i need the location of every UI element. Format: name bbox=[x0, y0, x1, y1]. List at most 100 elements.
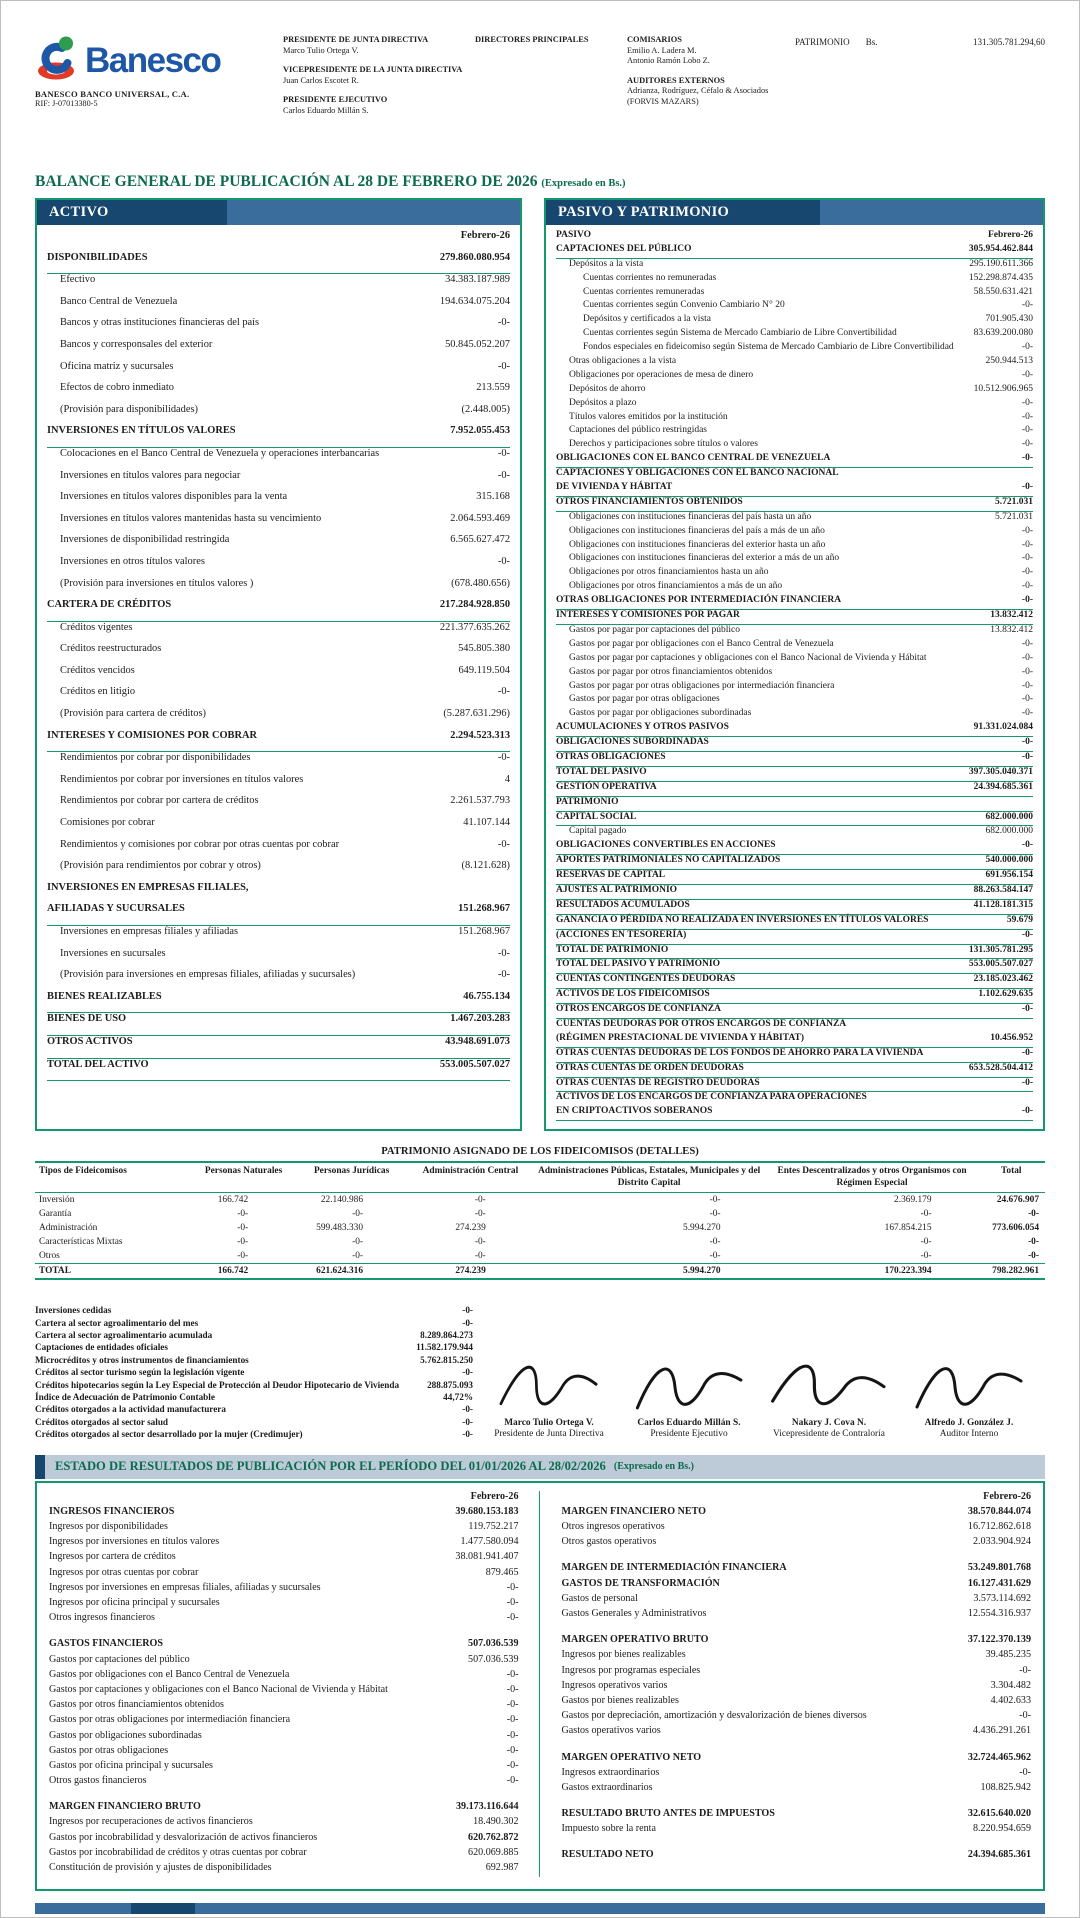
balance-row: (Provisión para disponibilidades) (2.448… bbox=[47, 404, 510, 426]
comisarios-title: COMISARIOS bbox=[627, 35, 682, 44]
balance-row: Gastos por pagar por captaciones del púb… bbox=[556, 625, 1033, 639]
row-value: 131.305.781.295 bbox=[968, 944, 1033, 955]
balance-row: Oficina matriz y sucursales -0- bbox=[47, 361, 510, 383]
estado-row: Gastos por incobrabilidad y desvalorizac… bbox=[49, 1832, 519, 1847]
balance-row: Gastos por pagar por obligaciones subord… bbox=[556, 708, 1033, 722]
row-value: 217.284.928.850 bbox=[439, 599, 511, 611]
row-label: Créditos vencidos bbox=[60, 664, 135, 676]
memo-label: Créditos al sector turismo según la legi… bbox=[35, 1367, 245, 1378]
row-label: OTRAS CUENTAS DEUDORAS DE LOS FONDOS DE … bbox=[556, 1047, 924, 1058]
estado-row bbox=[562, 1741, 1032, 1752]
row-value: 39.680.153.183 bbox=[455, 1505, 519, 1517]
estado-row: MARGEN DE INTERMEDIACIÓN FINANCIERA 53.2… bbox=[562, 1562, 1032, 1577]
row-value: -0- bbox=[506, 1714, 519, 1726]
row-label: TOTAL DEL PASIVO Y PATRIMONIO bbox=[556, 959, 720, 970]
row-value: 24.394.685.361 bbox=[973, 781, 1033, 792]
row-value: -0- bbox=[1021, 425, 1033, 436]
total-value: 798.282.961 bbox=[992, 1266, 1039, 1277]
row-value: (8.121.628) bbox=[461, 860, 511, 872]
balance-row: Gastos por pagar por otras obligaciones … bbox=[556, 681, 1033, 695]
row-label: Inversiones en otros títulos valores bbox=[60, 555, 205, 567]
row-value: -0- bbox=[506, 1744, 519, 1756]
cell-value: 5.994.270 bbox=[683, 1223, 721, 1234]
cell-value: 2.369.179 bbox=[894, 1195, 932, 1206]
balance-row: Gastos por pagar por otros financiamient… bbox=[556, 667, 1033, 681]
row-label: DISPONIBILIDADES bbox=[47, 251, 148, 263]
row-label: RESERVAS DE CAPITAL bbox=[556, 870, 666, 881]
row-label: (RÉGIMEN PRESTACIONAL DE VIVIENDA Y HÁBI… bbox=[556, 1032, 805, 1043]
row-label: Constitución de provisión y ajustes de d… bbox=[49, 1862, 272, 1873]
row-value: 24.394.685.361 bbox=[967, 1849, 1031, 1861]
estado-row: Gastos extraordinarios 108.825.942 bbox=[562, 1782, 1032, 1797]
estado-title-note: (Expresado en Bs.) bbox=[613, 1461, 694, 1473]
balance-row: Captaciones del público restringidas -0- bbox=[556, 425, 1033, 439]
row-label: Obligaciones con instituciones financier… bbox=[569, 511, 812, 522]
row-label: DE VIVIENDA Y HÁBITAT bbox=[556, 482, 673, 493]
memo-row: Créditos otorgados al sector salud -0- bbox=[35, 1416, 473, 1428]
balance-row: CAPITAL SOCIAL 682.000.000 bbox=[556, 812, 1033, 827]
fideicomisos-title: PATRIMONIO ASIGNADO DE LOS FIDEICOMISOS … bbox=[381, 1146, 699, 1158]
row-label: Bancos y otras instituciones financieras… bbox=[60, 317, 260, 329]
estado-row bbox=[49, 1790, 519, 1801]
balance-title-text: BALANCE GENERAL DE PUBLICACIÓN AL 28 DE … bbox=[35, 173, 538, 190]
signature-block: Carlos Eduardo Millán S. Presidente Ejec… bbox=[622, 1356, 756, 1441]
row-label: CUENTAS CONTINGENTES DEUDORAS bbox=[556, 974, 736, 985]
row-label: (ACCIONES EN TESORERÍA) bbox=[556, 929, 687, 940]
row-label: Ingresos por oficina principal y sucursa… bbox=[49, 1597, 220, 1608]
row-label: Gastos por pagar por captaciones y oblig… bbox=[569, 652, 927, 663]
balance-row: OTRAS OBLIGACIONES -0- bbox=[556, 752, 1033, 767]
row-label: Inversiones en títulos valores mantenida… bbox=[60, 512, 322, 524]
memo-value: 11.582.179.944 bbox=[416, 1342, 473, 1353]
row-label: Ingresos por recuperaciones de activos f… bbox=[49, 1816, 253, 1828]
cell-label: Inversión bbox=[39, 1195, 75, 1206]
row-value: Febrero-26 bbox=[470, 1490, 519, 1502]
cell-label: Características Mixtas bbox=[39, 1237, 123, 1248]
officer-name: Juan Carlos Escotet R. bbox=[283, 75, 359, 85]
balance-row: (ACCIONES EN TESORERÍA) -0- bbox=[556, 930, 1033, 945]
balance-row: Inversiones en sucursales -0- bbox=[47, 948, 510, 970]
balance-row: EN CRIPTOACTIVOS SOBERANOS -0- bbox=[556, 1106, 1033, 1122]
cell-value: -0- bbox=[709, 1195, 721, 1206]
row-value: -0- bbox=[506, 1699, 519, 1711]
fideicomisos-header-row: Tipos de Fideicomisos Personas Naturales… bbox=[35, 1162, 1045, 1193]
comisarios-column: COMISARIOS Emilio A. Ladera M. Antonio R… bbox=[627, 35, 795, 108]
row-label: Inversiones en títulos valores disponibl… bbox=[60, 491, 288, 503]
cell-value: -0- bbox=[474, 1251, 486, 1262]
row-value: -0- bbox=[1021, 342, 1033, 353]
balance-row: Créditos vigentes 221.377.635.262 bbox=[47, 622, 510, 644]
row-label: Gastos por otras obligaciones bbox=[49, 1744, 169, 1756]
memo-block: Inversiones cedidas -0- Cartera al secto… bbox=[35, 1304, 473, 1440]
row-label: Obligaciones por otros financiamientos a… bbox=[569, 581, 783, 592]
estado-row: Constitución de provisión y ajustes de d… bbox=[49, 1862, 519, 1877]
balance-title: BALANCE GENERAL DE PUBLICACIÓN AL 28 DE … bbox=[35, 173, 1045, 191]
memo-value: 5.762.815.250 bbox=[420, 1354, 473, 1365]
row-value: 4 bbox=[504, 773, 511, 785]
balance-row: ACTIVOS DE LOS FIDEICOMISOS 1.102.629.63… bbox=[556, 989, 1033, 1005]
estado-row: Ingresos por oficina principal y sucursa… bbox=[49, 1597, 519, 1612]
row-value: -0- bbox=[506, 1683, 519, 1695]
row-label: Gastos por pagar por otros financiamient… bbox=[569, 666, 773, 677]
memo-value: -0- bbox=[462, 1305, 473, 1316]
balance-row: Rendimientos por cobrar por disponibilid… bbox=[47, 752, 510, 774]
balance-row: Cuentas corrientes según Sistema de Merc… bbox=[556, 328, 1033, 342]
row-value: 3.573.114.692 bbox=[973, 1592, 1031, 1604]
row-label: Ingresos extraordinarios bbox=[561, 1766, 660, 1778]
row-label: CAPITAL SOCIAL bbox=[556, 811, 637, 822]
row-label: Cuentas corrientes remuneradas bbox=[583, 286, 705, 297]
estado-row: Gastos por depreciación, amortización y … bbox=[562, 1710, 1032, 1725]
row-value: 12.554.316.937 bbox=[967, 1608, 1031, 1619]
patrimonio-summary: PATRIMONIO Bs. 131.305.781.294,60 bbox=[795, 35, 1045, 47]
memo-row: Créditos hipotecarios según la Ley Espec… bbox=[35, 1379, 473, 1391]
pasivo-box: PASIVO Y PATRIMONIO PASIVO Febrero-26 CA… bbox=[544, 198, 1045, 1132]
row-value: 151.268.967 bbox=[458, 903, 511, 915]
memo-label: Créditos otorgados al sector desarrollad… bbox=[35, 1429, 303, 1440]
row-label: PATRIMONIO bbox=[556, 796, 619, 807]
estado-row: Ingresos por cartera de créditos 38.081.… bbox=[49, 1551, 519, 1566]
row-value: -0- bbox=[1021, 595, 1033, 606]
balance-row: Cuentas corrientes no remuneradas 152.29… bbox=[556, 273, 1033, 287]
row-label: MARGEN FINANCIERO NETO bbox=[561, 1505, 707, 1517]
estado-row: RESULTADO NETO 24.394.685.361 bbox=[562, 1849, 1032, 1864]
row-label: Gastos por obligaciones con el Banco Cen… bbox=[49, 1668, 290, 1680]
row-value: -0- bbox=[506, 1759, 519, 1771]
estado-row: Ingresos por disponibilidades 119.752.21… bbox=[49, 1521, 519, 1536]
